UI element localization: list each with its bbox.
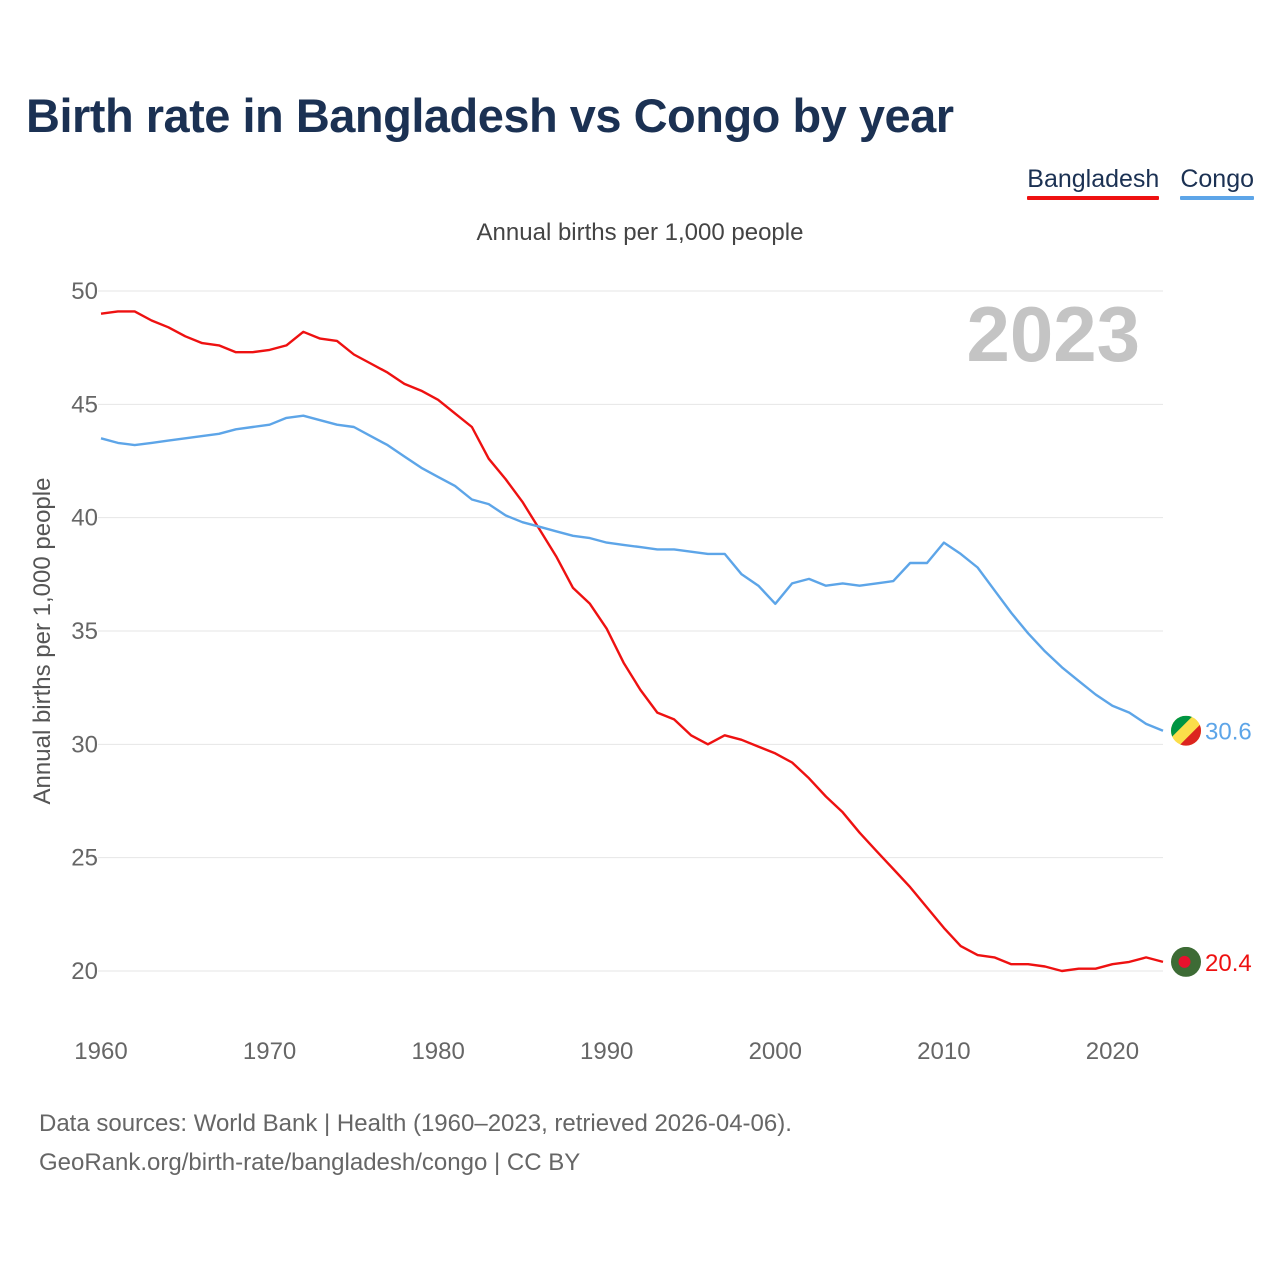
y-tick-label-25: 25 <box>71 845 98 872</box>
line-chart: 20 25 30 35 40 45 50 1960 1970 1980 1990 2000 2010 2… <box>29 219 1252 1065</box>
sources-line-1: Data sources: World Bank | Health (1960–… <box>39 1110 792 1137</box>
x-tick-label-1990: 1990 <box>580 1038 633 1065</box>
legend-swatch-bangladesh <box>1027 196 1160 200</box>
x-tick-label-2000: 2000 <box>749 1038 802 1065</box>
flag-icon-congo <box>1171 715 1201 746</box>
end-value-label-congo: 30.6 <box>1205 719 1252 746</box>
end-markers: 20.4 30.6 <box>1171 715 1252 977</box>
x-tick-label-2020: 2020 <box>1086 1038 1139 1065</box>
y-axis-ticks: 20 25 30 35 40 45 50 <box>71 278 98 985</box>
gridlines <box>98 290 1163 972</box>
series-line-bangladesh[interactable] <box>100 310 1164 973</box>
y-tick-label-40: 40 <box>71 505 98 532</box>
y-tick-label-50: 50 <box>71 278 98 305</box>
legend-swatch-congo <box>1180 196 1254 200</box>
legend-item-bangladesh[interactable]: Bangladesh <box>1027 165 1160 200</box>
y-axis-label: Annual births per 1,000 people <box>29 478 56 805</box>
legend-label-bangladesh: Bangladesh <box>1027 165 1160 193</box>
flag-icon-bangladesh <box>1171 946 1201 977</box>
sources-line-2[interactable]: GeoRank.org/birth-rate/bangladesh/congo … <box>39 1149 581 1176</box>
chart-title: Birth rate in Bangladesh vs Congo by yea… <box>26 89 954 142</box>
legend-label-congo: Congo <box>1180 165 1254 193</box>
chart-subtitle: Annual births per 1,000 people <box>477 219 804 246</box>
x-tick-label-2010: 2010 <box>917 1038 970 1065</box>
x-axis-ticks: 1960 1970 1980 1990 2000 2010 2020 <box>74 1038 1139 1065</box>
legend-item-congo[interactable]: Congo <box>1180 165 1254 200</box>
x-tick-label-1980: 1980 <box>411 1038 464 1065</box>
data-sources: Data sources: World Bank | Health (1960–… <box>39 1104 792 1182</box>
end-value-label-bangladesh: 20.4 <box>1205 950 1252 977</box>
y-tick-label-45: 45 <box>71 391 98 418</box>
legend: Bangladesh Congo <box>1027 165 1254 200</box>
year-watermark: 2023 <box>966 290 1140 378</box>
y-tick-label-20: 20 <box>71 958 98 985</box>
x-tick-label-1970: 1970 <box>243 1038 296 1065</box>
series-line-congo[interactable] <box>100 414 1164 732</box>
y-tick-label-30: 30 <box>71 731 98 758</box>
y-tick-label-35: 35 <box>71 618 98 645</box>
x-tick-label-1960: 1960 <box>74 1038 127 1065</box>
series-group <box>100 310 1164 973</box>
